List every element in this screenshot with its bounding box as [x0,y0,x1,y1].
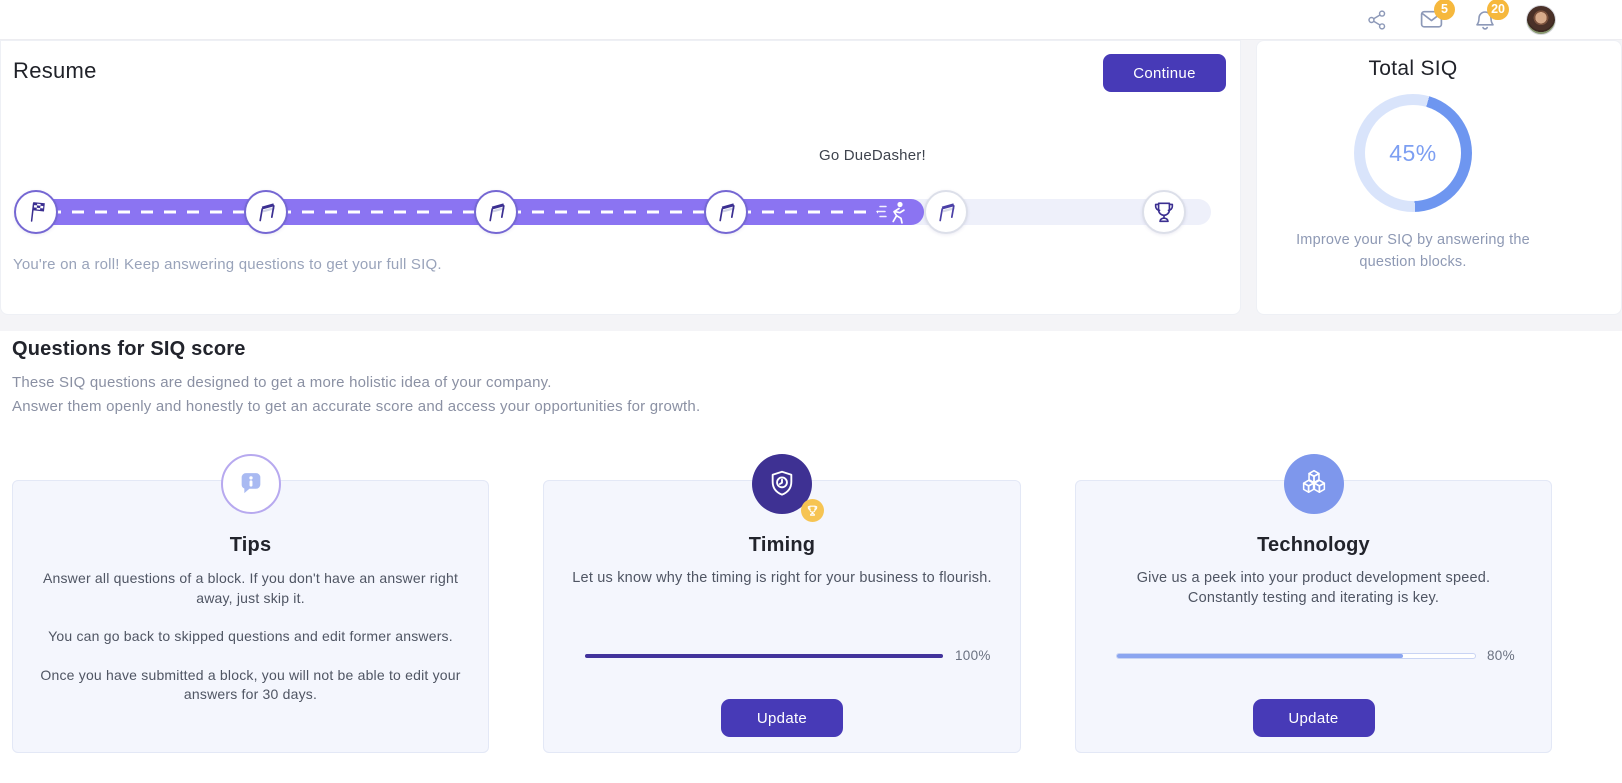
technology-progress: 80% [1116,648,1516,663]
trophy-icon [1154,202,1174,223]
hurdle-icon [489,203,505,222]
messages-badge: 5 [1434,0,1455,20]
page-title: Resume [13,58,97,83]
cubes-icon [1302,469,1325,493]
timing-progress-fill [585,653,943,658]
milestone-hurdle-1 [244,190,288,234]
cheer-text: Go DueDasher! [819,147,926,164]
tips-card-title: Tips [229,534,272,556]
questions-subtitle-2: Answer them openly and honestly to get a… [12,398,701,415]
progress-track-fill [15,199,924,225]
milestone-trophy [1142,190,1186,234]
hurdle-icon [259,203,275,222]
questions-title: Questions for SIQ score [12,338,246,360]
finish-flag-icon [30,202,45,222]
milestone-hurdle-2 [474,190,518,234]
share-button[interactable] [1364,7,1390,33]
technology-progress-fill [1117,653,1404,658]
technology-card: Technology Give us a peek into your prod… [1075,454,1552,753]
technology-progress-label: 80% [1487,648,1515,663]
shield-clock-icon [771,470,793,496]
siq-description: Improve your SIQ by answering the questi… [1296,232,1530,270]
technology-card-description: Give us a peek into your product develop… [1136,570,1491,606]
tips-paragraph: You can go back to skipped questions and… [48,628,453,644]
timing-progress: 100% [584,648,990,663]
info-bubble-icon [241,473,260,494]
timing-card-description: Let us know why the timing is right for … [572,570,992,586]
tips-card-body: Answer all questions of a block. If you … [36,569,466,705]
total-siq-panel: Total SIQ 45% Improve your SIQ by answer… [1256,40,1622,315]
progress-track [15,199,1211,225]
timing-update-button[interactable]: Update [721,699,843,737]
milestone-hurdle-3 [704,190,748,234]
share-icon [1368,9,1386,30]
timing-card: Timing Let us know why the timing is rig… [543,454,1021,753]
siq-percent-label: 45% [1389,139,1437,166]
technology-card-title: Technology [1257,534,1370,556]
notifications-button[interactable]: 20 [1472,0,1509,33]
topbar: 5 20 [0,0,1622,40]
resume-panel: Resume Continue Go DueDasher! [0,40,1241,315]
questions-section: Questions for SIQ score These SIQ questi… [0,331,1622,783]
notifications-badge: 20 [1487,0,1509,20]
messages-button[interactable]: 5 [1418,0,1455,33]
tips-paragraph: Once you have submitted a block, you wil… [40,666,461,703]
bell-icon [1476,10,1494,30]
timing-progress-bar [584,653,944,659]
trophy-medal-icon [801,499,824,522]
continue-button[interactable]: Continue [1103,54,1226,92]
technology-update-button[interactable]: Update [1252,699,1375,737]
hurdle-icon [719,203,735,222]
hero-footer-text: You're on a roll! Keep answering questio… [13,256,442,273]
milestone-hurdle-upcoming [924,190,968,234]
milestone-finish-flag [14,190,58,234]
timing-progress-label: 100% [955,648,991,663]
tips-icon-circle [220,454,281,514]
timing-icon-circle [752,454,824,522]
tips-paragraph: Answer all questions of a block. If you … [42,570,459,606]
timing-card-title: Timing [748,534,816,556]
hurdle-icon [939,203,955,222]
total-siq-title: Total SIQ [1368,57,1458,80]
avatar[interactable] [1526,4,1556,35]
tips-card: Tips Answer all questions of a block. If… [12,454,489,753]
siq-progress-ring: 45% [1354,94,1472,212]
technology-progress-bar [1116,652,1476,659]
runner-icon [873,198,911,233]
questions-subtitle-1: These SIQ questions are designed to get … [12,374,552,391]
technology-icon-circle [1283,454,1344,514]
